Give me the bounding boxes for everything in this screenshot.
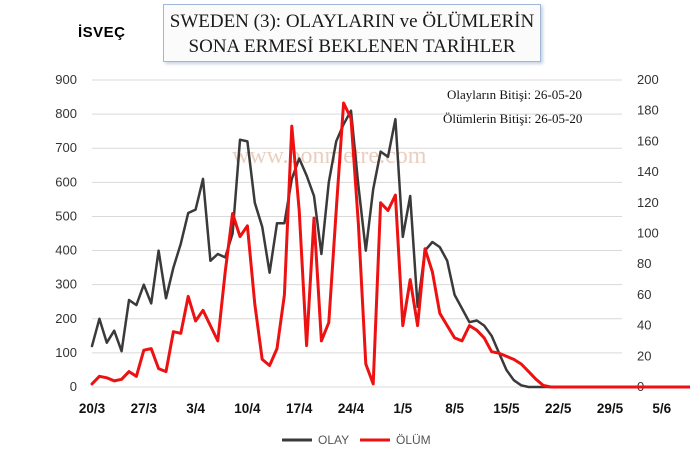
x-tick-label: 1/5 bbox=[393, 401, 412, 416]
x-tick-label: 24/4 bbox=[338, 401, 365, 416]
x-axis-ticks: 20/3 27/3 3/4 10/4 17/4 24/4 1/5 8/5 15/5 22/5 29/… bbox=[79, 401, 672, 416]
right-tick-label: 120 bbox=[637, 195, 659, 210]
annotation-layer: Olayların Bitişi: 26-05-20 Ölümlerin Bit… bbox=[443, 87, 582, 126]
x-tick-label: 22/5 bbox=[545, 401, 572, 416]
x-tick-label: 15/5 bbox=[493, 401, 520, 416]
x-tick-label: 5/6 bbox=[652, 401, 671, 416]
x-tick-label: 8/5 bbox=[445, 401, 464, 416]
right-tick-label: 100 bbox=[637, 226, 659, 241]
x-tick-label: 17/4 bbox=[286, 401, 313, 416]
right-tick-label: 40 bbox=[637, 318, 651, 333]
left-tick-label: 700 bbox=[55, 140, 77, 155]
right-tick-label: 160 bbox=[637, 133, 659, 148]
left-tick-label: 600 bbox=[55, 174, 77, 189]
legend-label-olum: ÖLÜM bbox=[396, 433, 431, 447]
watermark: www.oonmetre.com bbox=[232, 143, 427, 169]
left-tick-label: 200 bbox=[55, 311, 77, 326]
chart-title-line-2: SONA ERMESİ BEKLENEN TARİHLER bbox=[188, 36, 516, 57]
x-tick-label: 10/4 bbox=[234, 401, 261, 416]
right-tick-label: 20 bbox=[637, 348, 651, 363]
watermark-layer: www.oonmetre.com bbox=[232, 143, 427, 169]
left-tick-label: 400 bbox=[55, 243, 77, 258]
chart-title-line-1: SWEDEN (3): OLAYLARIN ve ÖLÜMLERİN bbox=[169, 11, 535, 32]
left-tick-label: 100 bbox=[55, 345, 77, 360]
right-tick-label: 140 bbox=[637, 164, 659, 179]
x-tick-label: 27/3 bbox=[131, 401, 158, 416]
legend-label-olay: OLAY bbox=[318, 433, 349, 447]
x-tick-label: 20/3 bbox=[79, 401, 106, 416]
right-tick-label: 200 bbox=[637, 72, 659, 87]
x-tick-label: 29/5 bbox=[597, 401, 624, 416]
left-tick-label: 300 bbox=[55, 277, 77, 292]
left-axis-ticks: 0 100 200 300 400 500 600 700 800 900 bbox=[55, 72, 77, 394]
right-tick-label: 60 bbox=[637, 287, 651, 302]
country-label: İSVEÇ bbox=[78, 24, 126, 41]
legend: OLAY ÖLÜM bbox=[282, 433, 431, 447]
series-layer bbox=[90, 101, 690, 389]
chart-title-box: SWEDEN (3): OLAYLARIN ve ÖLÜMLERİN SONA … bbox=[163, 4, 541, 62]
deaths-end-annotation: Ölümlerin Bitişi: 26-05-20 bbox=[443, 111, 582, 126]
right-tick-label: 80 bbox=[637, 256, 651, 271]
right-tick-label: 180 bbox=[637, 103, 659, 118]
left-tick-label: 500 bbox=[55, 208, 77, 223]
left-tick-label: 0 bbox=[70, 379, 77, 394]
left-tick-label: 900 bbox=[55, 72, 77, 87]
cases-end-annotation: Olayların Bitişi: 26-05-20 bbox=[447, 87, 582, 102]
left-tick-label: 800 bbox=[55, 106, 77, 121]
x-tick-label: 3/4 bbox=[186, 401, 205, 416]
series-line-olum bbox=[90, 101, 690, 389]
